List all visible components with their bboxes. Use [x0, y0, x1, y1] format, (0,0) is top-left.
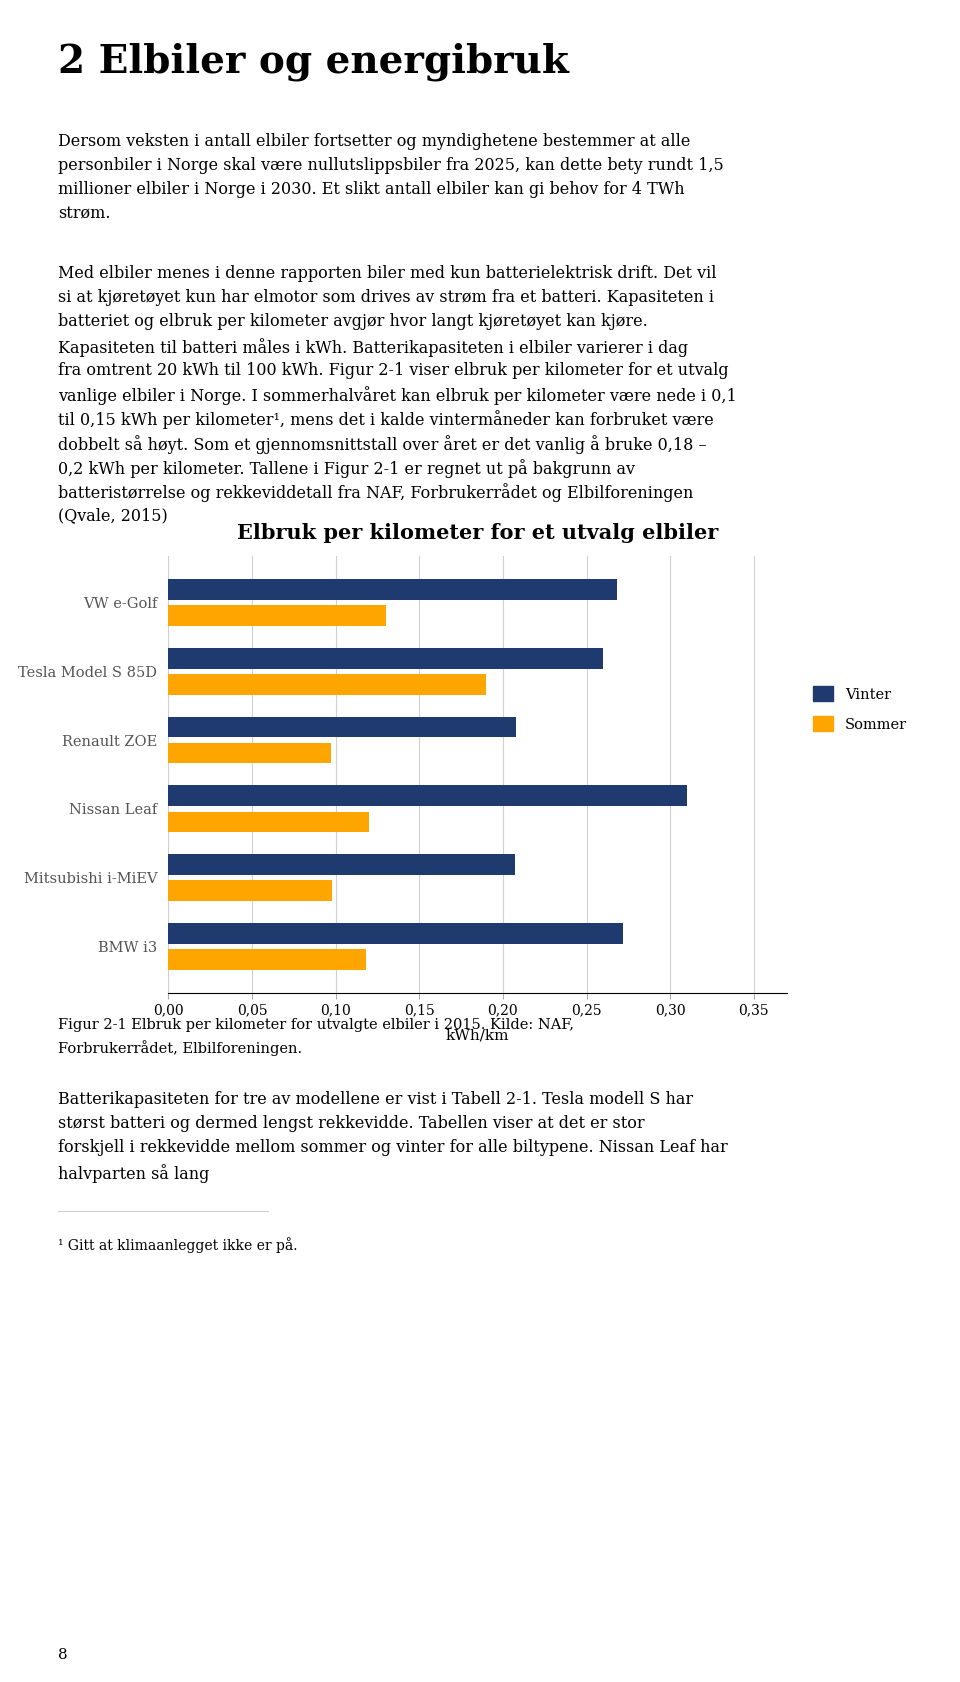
Bar [168, 579, 616, 600]
Text: halvparten så lang: halvparten så lang [58, 1164, 209, 1182]
Text: Figur 2-1 Elbruk per kilometer for utvalgte elbiler i 2015. Kilde: NAF,: Figur 2-1 Elbruk per kilometer for utval… [58, 1018, 574, 1033]
Text: strøm.: strøm. [58, 205, 110, 222]
Text: Med elbiler menes i denne rapporten biler med kun batterielektrisk drift. Det vi: Med elbiler menes i denne rapporten bile… [58, 264, 716, 283]
X-axis label: kWh/km: kWh/km [446, 1029, 510, 1043]
Text: Dersom veksten i antall elbiler fortsetter og myndighetene bestemmer at alle: Dersom veksten i antall elbiler fortsett… [58, 133, 690, 150]
Text: millioner elbiler i Norge i 2030. Et slikt antall elbiler kan gi behov for 4 TWh: millioner elbiler i Norge i 2030. Et sli… [58, 182, 684, 198]
Text: (Qvale, 2015): (Qvale, 2015) [58, 508, 168, 525]
Bar [168, 923, 623, 944]
Text: ¹ Gitt at klimaanlegget ikke er på.: ¹ Gitt at klimaanlegget ikke er på. [58, 1236, 298, 1253]
Legend: Vinter, Sommer: Vinter, Sommer [813, 686, 907, 732]
Text: 2 Elbiler og energibruk: 2 Elbiler og energibruk [58, 42, 569, 81]
Text: dobbelt så høyt. Som et gjennomsnittstall over året er det vanlig å bruke 0,18 –: dobbelt så høyt. Som et gjennomsnittstal… [58, 434, 707, 454]
Bar [168, 674, 486, 695]
Text: batteristørrelse og rekkeviddetall fra NAF, Forbrukerrådet og Elbilforeningen: batteristørrelse og rekkeviddetall fra N… [58, 483, 693, 503]
Text: batteriet og elbruk per kilometer avgjør hvor langt kjøretøyet kan kjøre.: batteriet og elbruk per kilometer avgjør… [58, 313, 648, 330]
Bar [168, 812, 369, 833]
Bar [168, 854, 515, 875]
Text: si at kjøretøyet kun har elmotor som drives av strøm fra et batteri. Kapasiteten: si at kjøretøyet kun har elmotor som dri… [58, 289, 714, 306]
Text: til 0,15 kWh per kilometer¹, mens det i kalde vintermåneder kan forbruket være: til 0,15 kWh per kilometer¹, mens det i … [58, 410, 713, 429]
Text: 0,2 kWh per kilometer. Tallene i Figur 2-1 er regnet ut på bakgrunn av: 0,2 kWh per kilometer. Tallene i Figur 2… [58, 459, 635, 478]
Text: vanlige elbiler i Norge. I sommerhalvåret kan elbruk per kilometer være nede i 0: vanlige elbiler i Norge. I sommerhalvåre… [58, 387, 736, 405]
Bar [168, 880, 332, 902]
Bar [168, 606, 386, 626]
Bar [168, 743, 330, 764]
Text: personbiler i Norge skal være nullutslippsbiler fra 2025, kan dette bety rundt 1: personbiler i Norge skal være nullutslip… [58, 156, 724, 173]
Bar [168, 648, 603, 668]
Bar [168, 785, 686, 806]
Title: Elbruk per kilometer for et utvalg elbiler: Elbruk per kilometer for et utvalg elbil… [237, 523, 718, 543]
Text: fra omtrent 20 kWh til 100 kWh. Figur 2-1 viser elbruk per kilometer for et utva: fra omtrent 20 kWh til 100 kWh. Figur 2-… [58, 362, 729, 378]
Text: 8: 8 [58, 1648, 67, 1662]
Bar [168, 949, 366, 971]
Text: Kapasiteten til batteri måles i kWh. Batterikapasiteten i elbiler varierer i dag: Kapasiteten til batteri måles i kWh. Bat… [58, 338, 688, 357]
Text: størst batteri og dermed lengst rekkevidde. Tabellen viser at det er stor: størst batteri og dermed lengst rekkevid… [58, 1115, 644, 1132]
Text: Forbrukerrådet, Elbilforeningen.: Forbrukerrådet, Elbilforeningen. [58, 1039, 302, 1056]
Text: Batterikapasiteten for tre av modellene er vist i Tabell 2-1. Tesla modell S har: Batterikapasiteten for tre av modellene … [58, 1092, 693, 1108]
Text: forskjell i rekkevidde mellom sommer og vinter for alle biltypene. Nissan Leaf h: forskjell i rekkevidde mellom sommer og … [58, 1139, 728, 1157]
Bar [168, 717, 516, 737]
